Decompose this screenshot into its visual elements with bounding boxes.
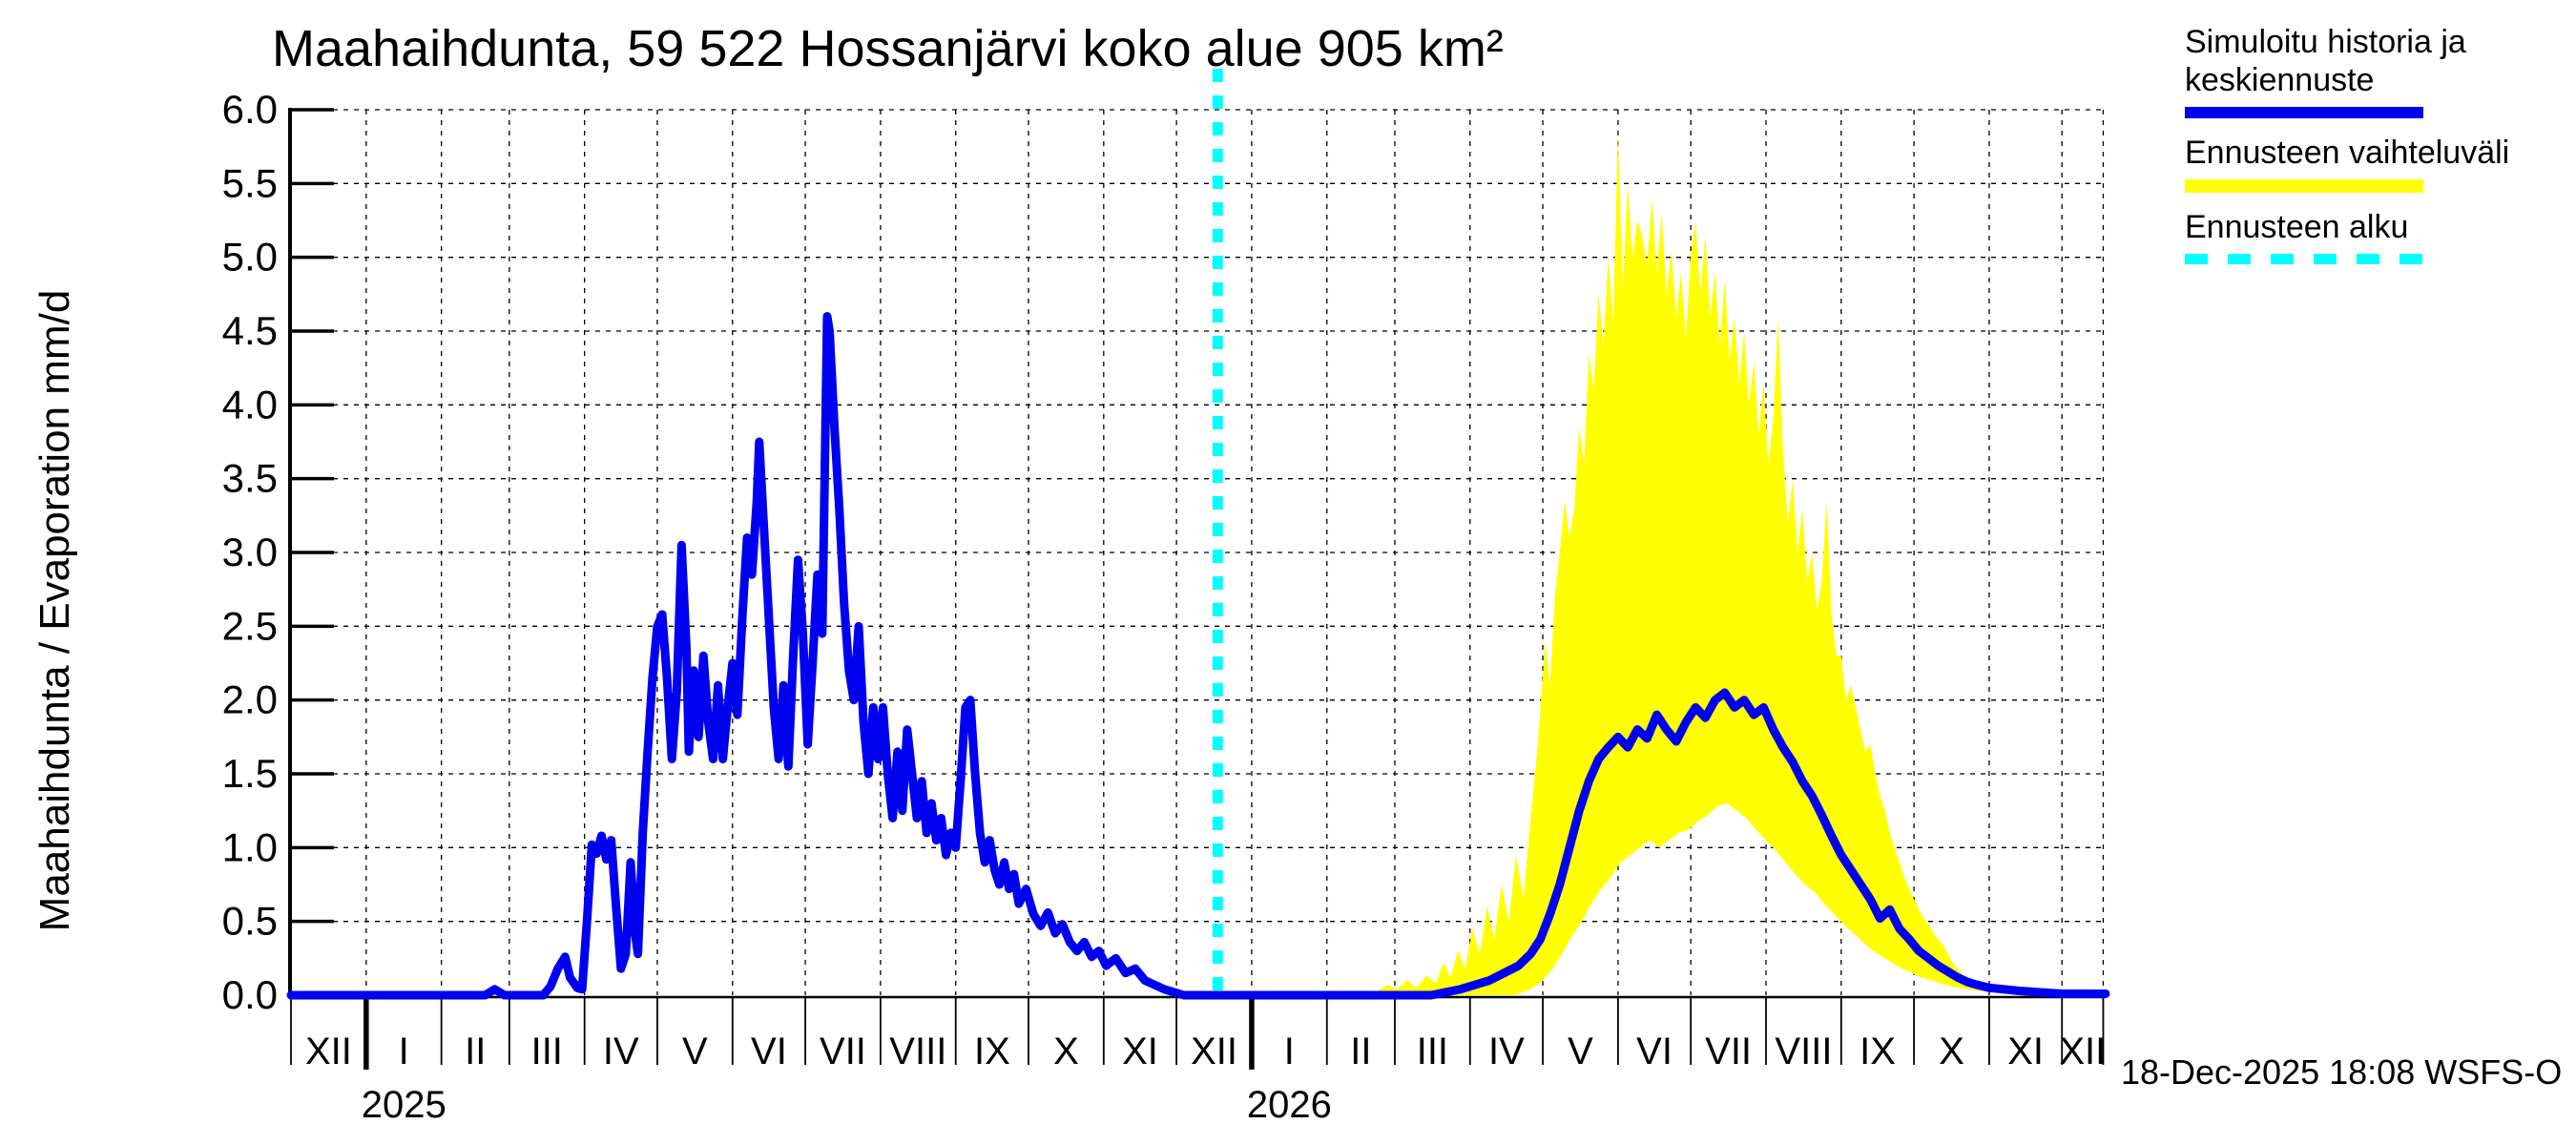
- legend: Simuloitu historia ja keskiennuste Ennus…: [2185, 23, 2557, 280]
- x-month-label: III: [1417, 1030, 1448, 1072]
- x-month-label: III: [531, 1030, 563, 1072]
- x-month-label: XII: [2059, 1030, 2106, 1072]
- x-month-label: VII: [1705, 1030, 1752, 1072]
- x-month-label: VIII: [1775, 1030, 1832, 1072]
- legend-item-history: Simuloitu historia ja keskiennuste: [2185, 23, 2557, 118]
- x-month-label: IX: [1859, 1030, 1896, 1072]
- forecast-range-band: [1217, 132, 2106, 995]
- y-tick-label: 0.5: [222, 899, 278, 944]
- range-band-swatch: [2185, 179, 2423, 193]
- y-tick-label: 1.5: [222, 751, 278, 796]
- y-tick-label: 0.0: [222, 972, 278, 1017]
- legend-label-range: Ennusteen vaihteluväli: [2185, 135, 2510, 171]
- y-tick-label: 3.5: [222, 456, 278, 501]
- x-month-label: II: [465, 1030, 486, 1072]
- legend-label-history: Simuloitu historia ja keskiennuste: [2185, 24, 2466, 98]
- x-month-label: XI: [2007, 1030, 2044, 1072]
- x-month-label: IX: [974, 1030, 1010, 1072]
- legend-label-forecast-start: Ennusteen alku: [2185, 209, 2409, 245]
- y-tick-label: 4.5: [222, 308, 278, 353]
- x-month-label: I: [1284, 1030, 1295, 1072]
- x-year-label: 2025: [362, 1084, 447, 1126]
- x-month-label: VI: [751, 1030, 787, 1072]
- forecast-start-swatch: [2185, 254, 2423, 264]
- x-year-label: 2026: [1247, 1084, 1332, 1126]
- x-month-label: IV: [603, 1030, 639, 1072]
- x-month-label: VII: [820, 1030, 866, 1072]
- timestamp-stamp: 18-Dec-2025 18:08 WSFS-O: [2121, 1052, 2563, 1092]
- chart-title: Maahaihdunta, 59 522 Hossanjärvi koko al…: [272, 20, 1504, 77]
- x-month-label: XII: [305, 1030, 352, 1072]
- x-month-label: IV: [1488, 1030, 1525, 1072]
- x-month-label: II: [1350, 1030, 1371, 1072]
- y-axis-label: Maahaihdunta / Evaporation mm/d: [31, 289, 78, 932]
- x-month-label: XI: [1122, 1030, 1158, 1072]
- y-tick-label: 5.5: [222, 160, 278, 205]
- x-month-label: VI: [1636, 1030, 1672, 1072]
- legend-item-range: Ennusteen vaihteluväli: [2185, 134, 2557, 193]
- legend-item-forecast-start: Ennusteen alku: [2185, 208, 2557, 264]
- y-tick-label: 1.0: [222, 824, 278, 869]
- history-line-swatch: [2185, 107, 2423, 118]
- x-month-label: XII: [1191, 1030, 1237, 1072]
- x-month-label: X: [1939, 1030, 1964, 1072]
- history-forecast-line: [286, 312, 2110, 1000]
- x-month-label: VIII: [889, 1030, 946, 1072]
- y-tick-label: 2.0: [222, 677, 278, 722]
- y-tick-label: 3.0: [222, 530, 278, 574]
- x-month-label: I: [399, 1030, 409, 1072]
- y-tick-label: 6.0: [222, 87, 278, 132]
- x-month-label: V: [682, 1030, 708, 1072]
- x-month-label: V: [1568, 1030, 1593, 1072]
- y-tick-label: 5.0: [222, 235, 278, 280]
- y-tick-label: 2.5: [222, 603, 278, 648]
- x-month-label: X: [1053, 1030, 1079, 1072]
- y-tick-label: 4.0: [222, 382, 278, 427]
